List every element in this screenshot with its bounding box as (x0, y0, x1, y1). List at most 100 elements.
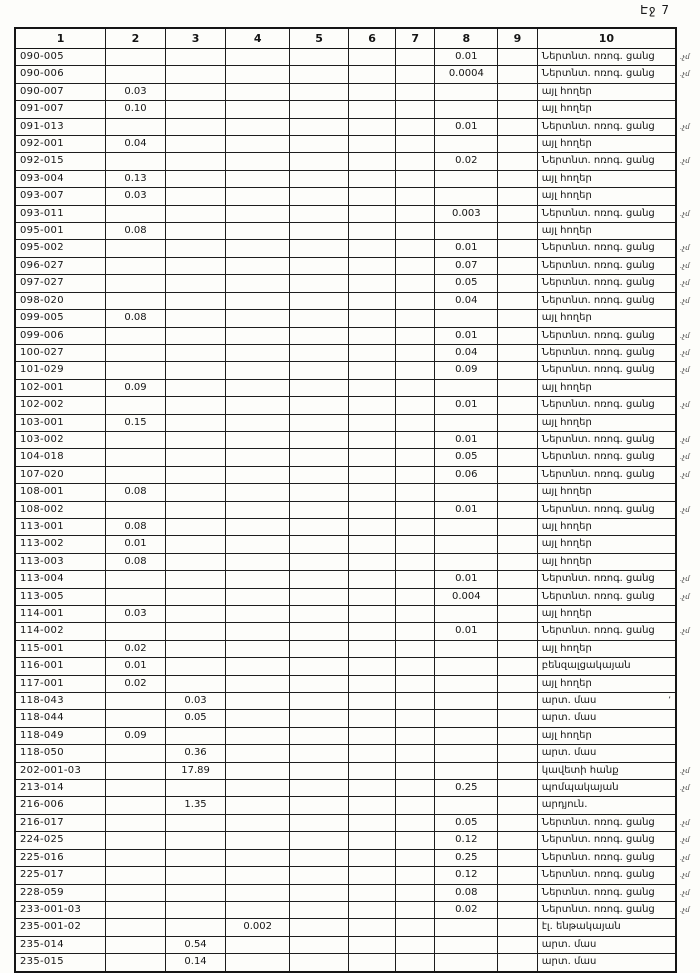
parcel-code-cell: 099-006 (14, 326, 107, 345)
land-use-label-cell: արտ. մաս (536, 935, 678, 955)
value-cell-c4 (225, 761, 290, 781)
value-cell-c7 (394, 291, 436, 311)
value-cell-c5 (288, 761, 350, 781)
handwritten-margin-note: .չմ (680, 871, 690, 880)
value-cell-c4 (225, 900, 290, 920)
value-cell-c2: 0.08 (105, 483, 166, 502)
handwritten-margin-note (676, 745, 699, 762)
handwritten-margin-note (676, 693, 699, 710)
value-cell-c8 (434, 744, 499, 763)
parcel-code-cell: 095-001 (14, 222, 107, 241)
land-use-label-cell: Ներտնտ. ոռոգ. ցանց (536, 343, 678, 363)
value-cell-c4 (225, 135, 290, 154)
value-cell-c7 (394, 483, 436, 502)
value-cell-c4 (225, 430, 290, 450)
value-cell-c3 (164, 82, 227, 102)
value-cell-c4 (225, 866, 290, 885)
column-header-2: 2 (105, 27, 166, 49)
value-cell-c6 (348, 500, 396, 519)
value-cell-c3 (164, 483, 227, 502)
value-cell-c2 (105, 47, 166, 67)
value-cell-c9 (497, 604, 538, 624)
parcel-code-cell: 090-007 (14, 82, 107, 102)
value-cell-c4 (225, 413, 290, 432)
value-cell-c9 (497, 535, 538, 554)
value-cell-c9 (497, 239, 538, 258)
value-cell-c5 (288, 622, 350, 641)
table-row: 118-044 0.05 արտ. մաս (14, 709, 699, 728)
land-use-label-cell: բենզալցակայան (536, 657, 678, 676)
value-cell-c6 (348, 448, 396, 467)
value-cell-c3 (164, 309, 227, 328)
value-cell-c7 (394, 378, 436, 398)
value-cell-c8: 0.02 (434, 152, 499, 171)
parcel-code-cell: 233-001-03 (14, 900, 107, 920)
value-cell-c9 (497, 204, 538, 224)
table-row: 092-001 0.04 այլ հողեր (14, 135, 699, 154)
table-row: 113-003 0.08 այլ հողեր (14, 552, 699, 572)
value-cell-c9 (497, 256, 538, 276)
value-cell-c3 (164, 813, 227, 833)
value-cell-c4 (225, 535, 290, 554)
value-cell-c7 (394, 900, 436, 920)
parcel-code-cell: 118-043 (14, 692, 107, 711)
land-use-label-cell: Ներտնտ. ոռոգ. ցանց (536, 848, 678, 868)
handwritten-margin-note (676, 310, 699, 327)
handwritten-margin-note: .չմ (680, 818, 690, 827)
value-cell-c3 (164, 465, 227, 485)
value-cell-c3 (164, 413, 227, 432)
value-cell-c9 (497, 187, 538, 206)
parcel-code-cell: 228-059 (14, 883, 107, 902)
table-row: 213-014 0.25 պոմպակայան .չմ (14, 779, 699, 798)
parcel-code-cell: 216-017 (14, 813, 107, 833)
value-cell-c8 (434, 639, 499, 659)
value-cell-c9 (497, 291, 538, 311)
value-cell-c3 (164, 343, 227, 363)
value-cell-c7 (394, 604, 436, 624)
parcel-code-cell: 115-001 (14, 639, 107, 659)
value-cell-c6 (348, 918, 396, 937)
land-use-label-cell: Ներտնտ. ոռոգ. ցանց (536, 326, 678, 345)
value-cell-c5 (288, 813, 350, 833)
parcel-code-cell: 114-001 (14, 604, 107, 624)
table-row: 097-027 0.05 Ներտնտ. ոռոգ. ցանց .չմ (14, 274, 699, 293)
value-cell-c6 (348, 222, 396, 241)
value-cell-c8 (434, 918, 499, 937)
cadastre-table: 1 2 3 4 5 6 7 8 9 10 090-005 0.01 Ներտնտ. ոռոգ. ցան… (14, 27, 700, 973)
value-cell-c5 (288, 587, 350, 607)
value-cell-c7 (394, 657, 436, 676)
handwritten-margin-note (676, 188, 699, 205)
value-cell-c2: 0.13 (105, 169, 166, 189)
value-cell-c7 (394, 726, 436, 746)
value-cell-c6 (348, 100, 396, 119)
table-row: 235-001-02 0.002 էլ. ենթակայան (14, 918, 699, 937)
value-cell-c9 (497, 639, 538, 659)
value-cell-c4 (225, 848, 290, 868)
parcel-code-cell: 095-002 (14, 239, 107, 258)
value-cell-c3 (164, 378, 227, 398)
value-cell-c9 (497, 47, 538, 67)
value-cell-c3 (164, 187, 227, 206)
parcel-code-cell: 114-002 (14, 622, 107, 641)
parcel-code-cell: 116-001 (14, 657, 107, 676)
value-cell-c8: 0.01 (434, 239, 499, 258)
value-cell-c9 (497, 883, 538, 902)
table-row: 101-029 0.09 Ներտնտ. ոռոգ. ցանց .չմ (14, 361, 699, 380)
value-cell-c2 (105, 570, 166, 589)
land-use-label-cell: այլ հողեր (536, 483, 678, 502)
value-cell-c8 (434, 935, 499, 955)
value-cell-c5 (288, 396, 350, 415)
value-cell-c6 (348, 726, 396, 746)
value-cell-c8: 0.12 (434, 866, 499, 885)
land-use-label-cell: այլ հողեր (536, 82, 678, 102)
value-cell-c6 (348, 378, 396, 398)
value-cell-c4 (225, 465, 290, 485)
value-cell-c2 (105, 361, 166, 380)
value-cell-c8 (434, 604, 499, 624)
value-cell-c3 (164, 274, 227, 293)
handwritten-margin-note: .չմ (680, 592, 690, 601)
value-cell-c9 (497, 779, 538, 798)
handwritten-margin-note: .չմ (680, 627, 690, 636)
handwritten-margin-note: .չմ (680, 836, 690, 845)
handwritten-margin-note (676, 536, 699, 553)
